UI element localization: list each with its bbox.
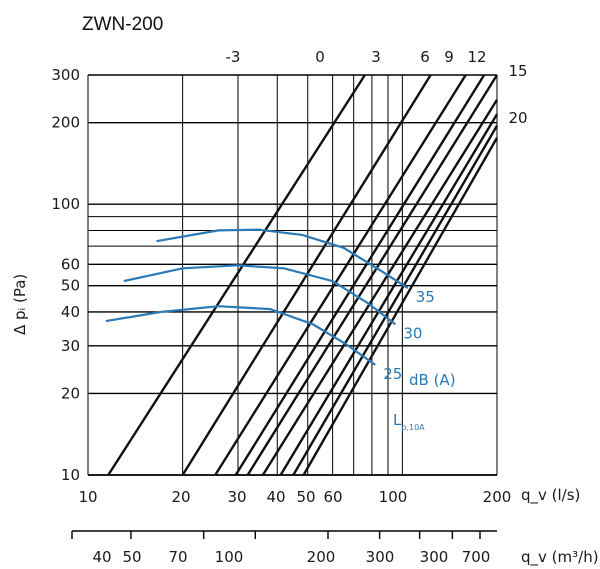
y-tick-label: 40	[61, 303, 80, 321]
x2-tick-label: 40	[92, 548, 111, 566]
y-tick-label: 20	[61, 384, 80, 402]
x2-tick-label: 70	[168, 548, 187, 566]
y-tick-label: 10	[61, 466, 80, 484]
system-line-label: 6	[420, 48, 430, 66]
curve-unit-label: dB (A)	[409, 371, 456, 389]
x2-tick-label: 100	[215, 548, 244, 566]
system-line	[261, 99, 499, 476]
system-line-label: 12	[467, 48, 486, 66]
sound-curve-35	[156, 228, 409, 290]
system-line-label: 20	[508, 109, 527, 127]
labels: 35 30 25 -3 0 3 6 9 12 15 20 10 20 30 40 50 60 100 200 300 1…	[51, 48, 527, 566]
x-tick-label: 50	[296, 488, 315, 506]
x-tick-label: 10	[78, 488, 97, 506]
x-axis-label: q_v (l/s)	[521, 486, 580, 505]
system-line	[302, 137, 499, 476]
curve-label-30: 30	[403, 324, 422, 342]
y-tick-label: 300	[51, 66, 80, 84]
chart-title: ZWN-200	[82, 14, 163, 35]
y-tick-label: 30	[61, 337, 80, 355]
x-tick-label: 20	[171, 488, 190, 506]
x-tick-label: 60	[323, 488, 342, 506]
x-tick-label: 40	[266, 488, 285, 506]
x2-tick-label: 200	[307, 548, 336, 566]
system-lines	[107, 74, 499, 476]
axes	[71, 474, 497, 539]
y-tick-label: 60	[61, 255, 80, 273]
curve-label-25: 25	[383, 365, 402, 383]
system-line	[279, 113, 499, 476]
sound-curve-25	[105, 305, 376, 366]
curve-legend: Lp,10A	[393, 411, 425, 432]
system-line-label: -3	[226, 48, 241, 66]
system-line	[214, 74, 467, 476]
x2-tick-label: 300	[366, 548, 395, 566]
y-axis-label: Δ pᵢ (Pa)	[11, 274, 29, 335]
x-tick-label: 100	[379, 488, 408, 506]
system-line	[107, 74, 366, 476]
curve-label-35: 35	[416, 288, 435, 306]
x2-tick-label: 300	[420, 548, 449, 566]
sound-curves	[105, 228, 409, 366]
x2-tick-label: 700	[462, 548, 491, 566]
system-line-label: 15	[508, 62, 527, 80]
system-line	[234, 74, 486, 476]
x2-axis-label: q_v (m³/h)	[521, 548, 599, 567]
grid	[87, 74, 498, 476]
y-tick-label: 200	[51, 114, 80, 132]
y-tick-label: 50	[61, 277, 80, 295]
system-line-label: 9	[444, 48, 454, 66]
system-line-label: 0	[315, 48, 325, 66]
system-line	[246, 74, 499, 476]
x-tick-label: 30	[227, 488, 246, 506]
y-tick-label: 100	[51, 195, 80, 213]
x-tick-label: 200	[483, 488, 512, 506]
sound-curve-30	[123, 264, 397, 326]
system-line	[292, 125, 499, 476]
system-line-label: 3	[371, 48, 381, 66]
x2-tick-label: 50	[122, 548, 141, 566]
